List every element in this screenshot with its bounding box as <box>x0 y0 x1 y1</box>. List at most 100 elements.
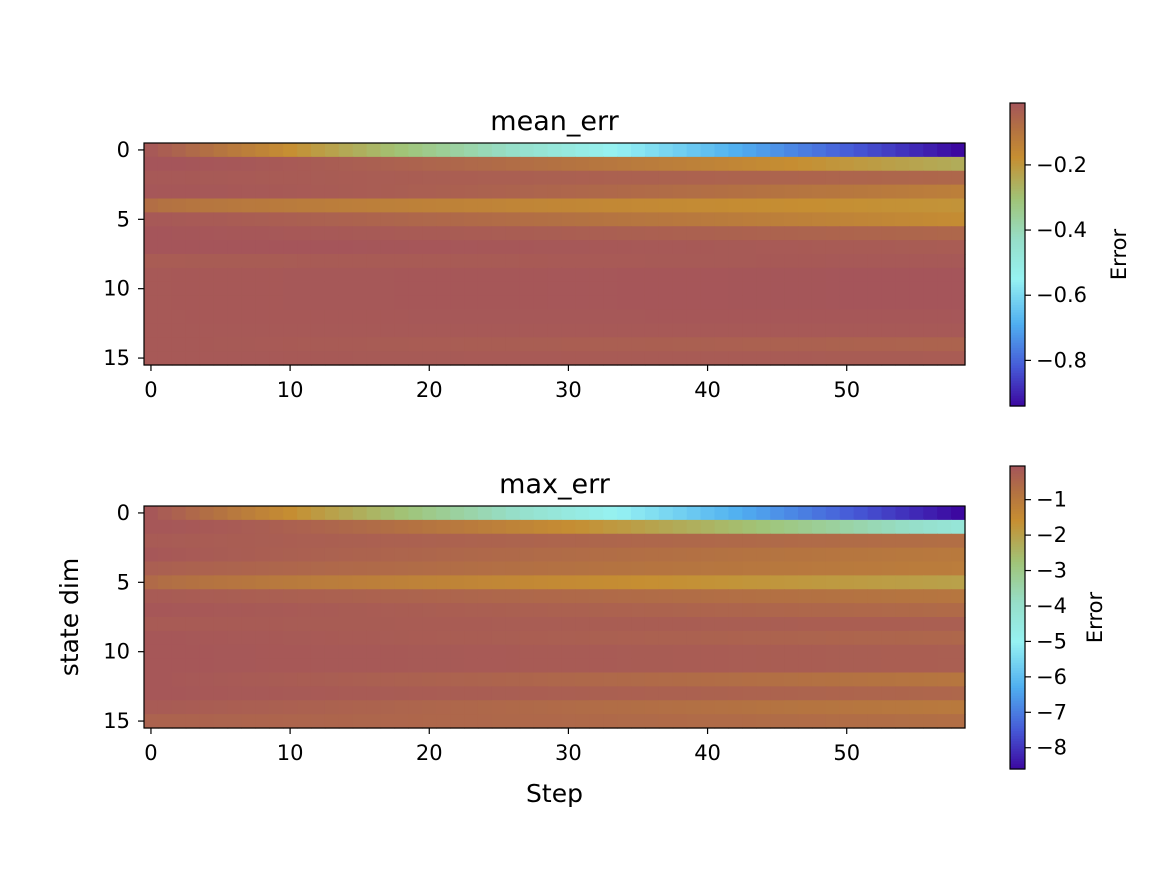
heatmap-cell <box>909 506 924 521</box>
heatmap-cell <box>338 506 354 521</box>
heatmap-cell <box>658 184 674 200</box>
heatmap-cell <box>784 686 799 701</box>
colorbar-segment <box>1010 181 1025 185</box>
colorbar-segment <box>1010 761 1025 765</box>
heatmap-cell <box>477 226 493 241</box>
heatmap-cell <box>895 212 910 227</box>
colorbar-tick-label: −6 <box>1036 665 1067 689</box>
heatmap-cell <box>157 212 173 227</box>
heatmap-cell <box>644 351 660 366</box>
heatmap-cell <box>839 323 855 338</box>
heatmap-cell <box>617 143 632 158</box>
heatmap-cell <box>533 351 549 366</box>
colorbar-segment <box>1010 642 1025 646</box>
heatmap-cell <box>867 630 883 646</box>
heatmap-cell <box>477 212 493 227</box>
heatmap-cell <box>324 630 340 646</box>
heatmap-cell <box>909 240 924 255</box>
heatmap-cell <box>450 644 465 660</box>
colorbar-segment <box>1010 297 1025 301</box>
heatmap-cell <box>269 644 284 660</box>
heatmap-cell <box>895 603 910 618</box>
heatmap-cell <box>617 589 632 604</box>
heatmap-cell <box>310 337 326 352</box>
colorbar-segment <box>1010 748 1025 752</box>
heatmap-cell <box>450 212 465 227</box>
heatmap-cell <box>811 686 827 701</box>
colorbar-segment <box>1010 310 1025 314</box>
heatmap-cell <box>338 686 354 701</box>
heatmap-cell <box>338 337 354 352</box>
heatmap-cell <box>338 714 354 729</box>
colorbar-segment <box>1010 299 1025 304</box>
colorbar-segment <box>1010 673 1025 677</box>
heatmap-cell <box>366 533 382 549</box>
heatmap-cell <box>714 589 730 604</box>
heatmap-cell <box>477 575 493 590</box>
heatmap-cell <box>269 337 284 352</box>
heatmap-cell <box>867 589 883 604</box>
heatmap-cell <box>464 644 479 660</box>
heatmap-cell <box>491 143 507 158</box>
heatmap-cell <box>839 198 855 213</box>
heatmap-cell <box>171 156 187 172</box>
heatmap-cell <box>227 589 243 604</box>
heatmap-cell <box>324 337 340 352</box>
heatmap-cell <box>937 143 952 158</box>
heatmap-cell <box>784 589 799 604</box>
heatmap-cell <box>491 575 507 590</box>
heatmap-cell <box>338 658 354 674</box>
heatmap-cell <box>575 644 590 660</box>
heatmap-cell <box>255 198 270 213</box>
heatmap-cell <box>422 212 437 227</box>
heatmap-cell <box>255 184 270 200</box>
heatmap-cell <box>255 589 270 604</box>
heatmap-cell <box>310 575 326 590</box>
heatmap-cell <box>450 658 465 674</box>
heatmap-cell <box>672 644 688 660</box>
heatmap-cell <box>408 575 423 590</box>
heatmap-cell <box>338 575 354 590</box>
heatmap-cell <box>686 561 702 576</box>
heatmap-cell <box>338 295 354 311</box>
heatmap-cell <box>366 170 382 186</box>
colorbar-segment <box>1010 763 1025 768</box>
heatmap-cell <box>784 337 799 352</box>
heatmap-cell <box>366 212 382 227</box>
heatmap-cell <box>157 267 173 283</box>
heatmap-cell <box>519 351 535 366</box>
heatmap-cell <box>839 254 855 269</box>
heatmap-cell <box>310 672 326 687</box>
heatmap-cell <box>477 714 493 729</box>
heatmap-cell <box>881 617 897 632</box>
heatmap-cell <box>742 337 757 352</box>
heatmap-cell <box>241 240 256 255</box>
heatmap-cell <box>297 254 312 269</box>
colorbar-segment <box>1010 582 1025 586</box>
heatmap-cell <box>742 295 757 311</box>
heatmap-cell <box>756 506 771 521</box>
colorbar-segment <box>1010 678 1025 682</box>
heatmap-cell <box>756 686 771 701</box>
heatmap-cell <box>714 295 730 311</box>
heatmap-cell <box>144 617 159 632</box>
heatmap-cell <box>505 156 521 172</box>
heatmap-cell <box>213 254 229 269</box>
colorbar-segment <box>1010 246 1025 251</box>
heatmap-cell <box>923 658 938 674</box>
heatmap-cell <box>770 686 785 701</box>
colorbar-segment <box>1010 660 1025 664</box>
heatmap-cell <box>408 156 423 172</box>
heatmap-cell <box>450 575 465 590</box>
heatmap-cell <box>157 309 173 324</box>
heatmap-cell <box>853 351 869 366</box>
heatmap-cell <box>297 589 312 604</box>
heatmap-cell <box>561 337 576 352</box>
heatmap-cell <box>547 533 563 549</box>
heatmap-cell <box>213 561 229 576</box>
heatmap-cell <box>477 547 493 563</box>
colorbar-segment <box>1010 113 1025 117</box>
heatmap-cell <box>575 309 590 324</box>
heatmap-cell <box>505 630 521 646</box>
heatmap-cell <box>617 267 632 283</box>
